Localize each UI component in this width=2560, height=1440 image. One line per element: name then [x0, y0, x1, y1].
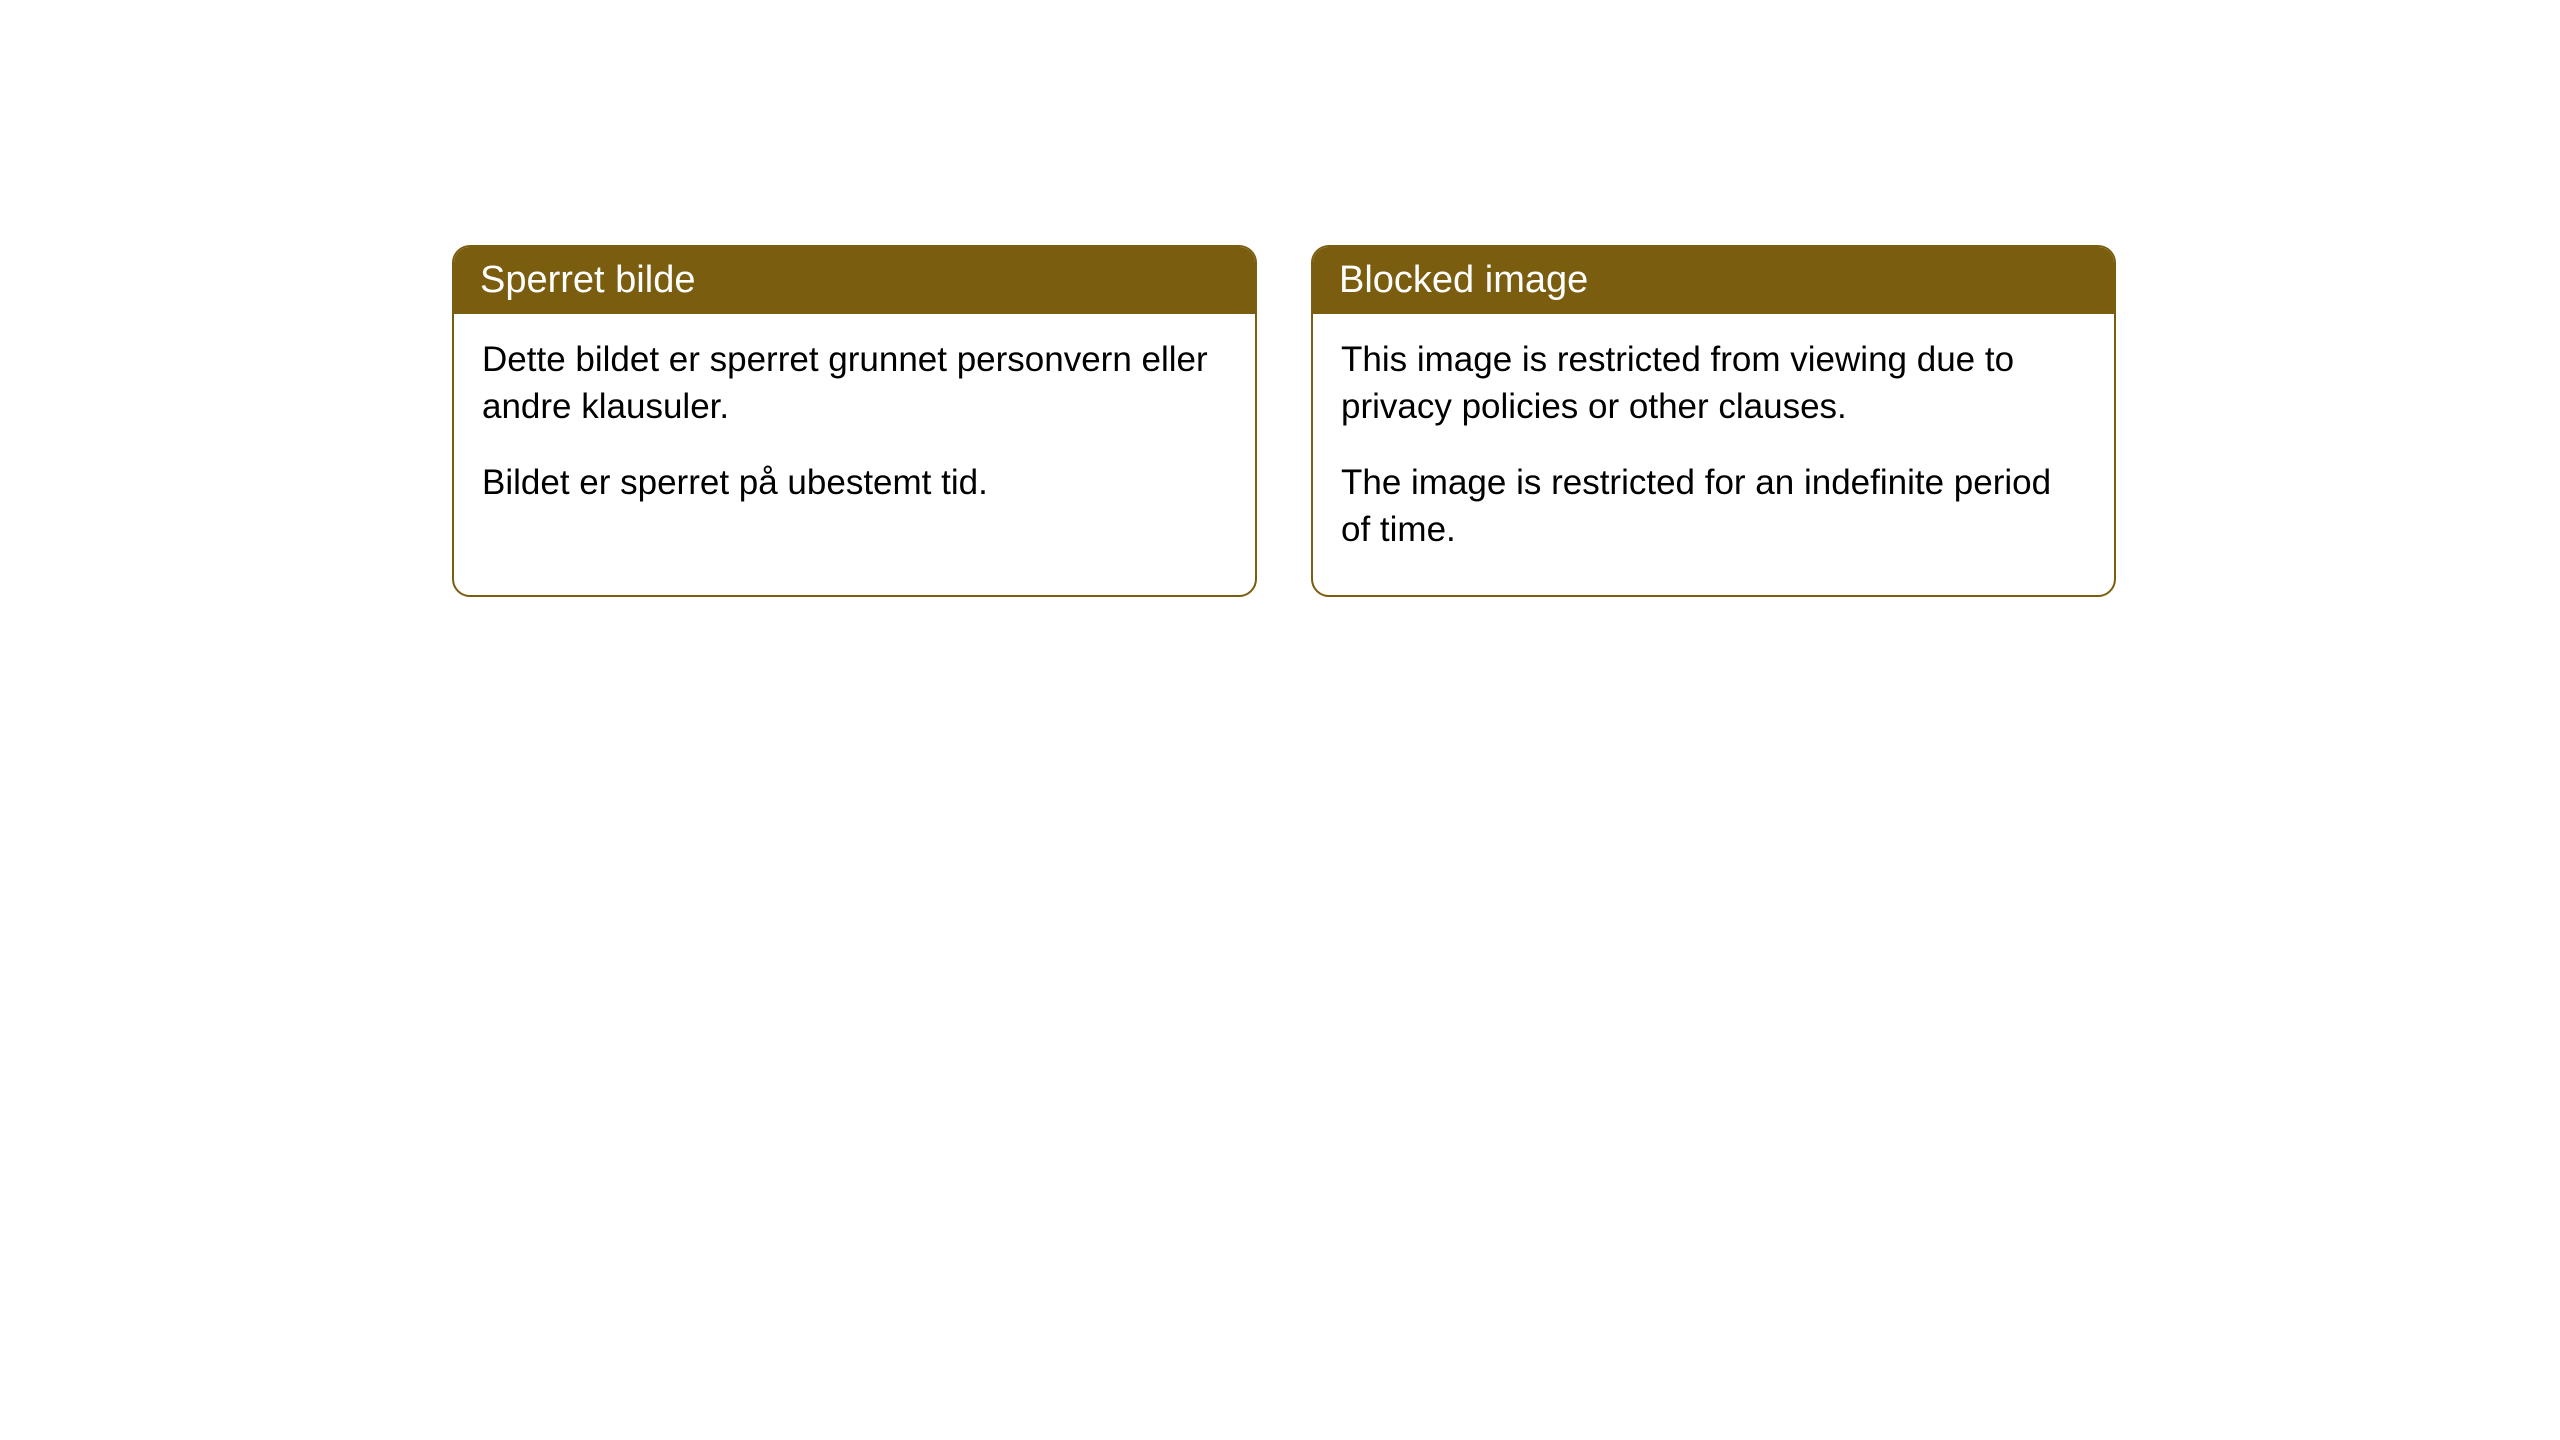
card-paragraph2-norwegian: Bildet er sperret på ubestemt tid.	[482, 459, 1227, 506]
card-body-english: This image is restricted from viewing du…	[1313, 314, 2114, 595]
card-title-english: Blocked image	[1339, 259, 1588, 301]
blocked-image-card-english: Blocked image This image is restricted f…	[1311, 245, 2116, 597]
card-header-norwegian: Sperret bilde	[454, 247, 1255, 314]
blocked-image-card-norwegian: Sperret bilde Dette bildet er sperret gr…	[452, 245, 1257, 597]
card-paragraph1-english: This image is restricted from viewing du…	[1341, 336, 2086, 431]
card-body-norwegian: Dette bildet er sperret grunnet personve…	[454, 314, 1255, 548]
card-paragraph2-english: The image is restricted for an indefinit…	[1341, 459, 2086, 554]
notice-cards-container: Sperret bilde Dette bildet er sperret gr…	[452, 245, 2116, 597]
card-header-english: Blocked image	[1313, 247, 2114, 314]
card-paragraph1-norwegian: Dette bildet er sperret grunnet personve…	[482, 336, 1227, 431]
card-title-norwegian: Sperret bilde	[480, 259, 695, 301]
